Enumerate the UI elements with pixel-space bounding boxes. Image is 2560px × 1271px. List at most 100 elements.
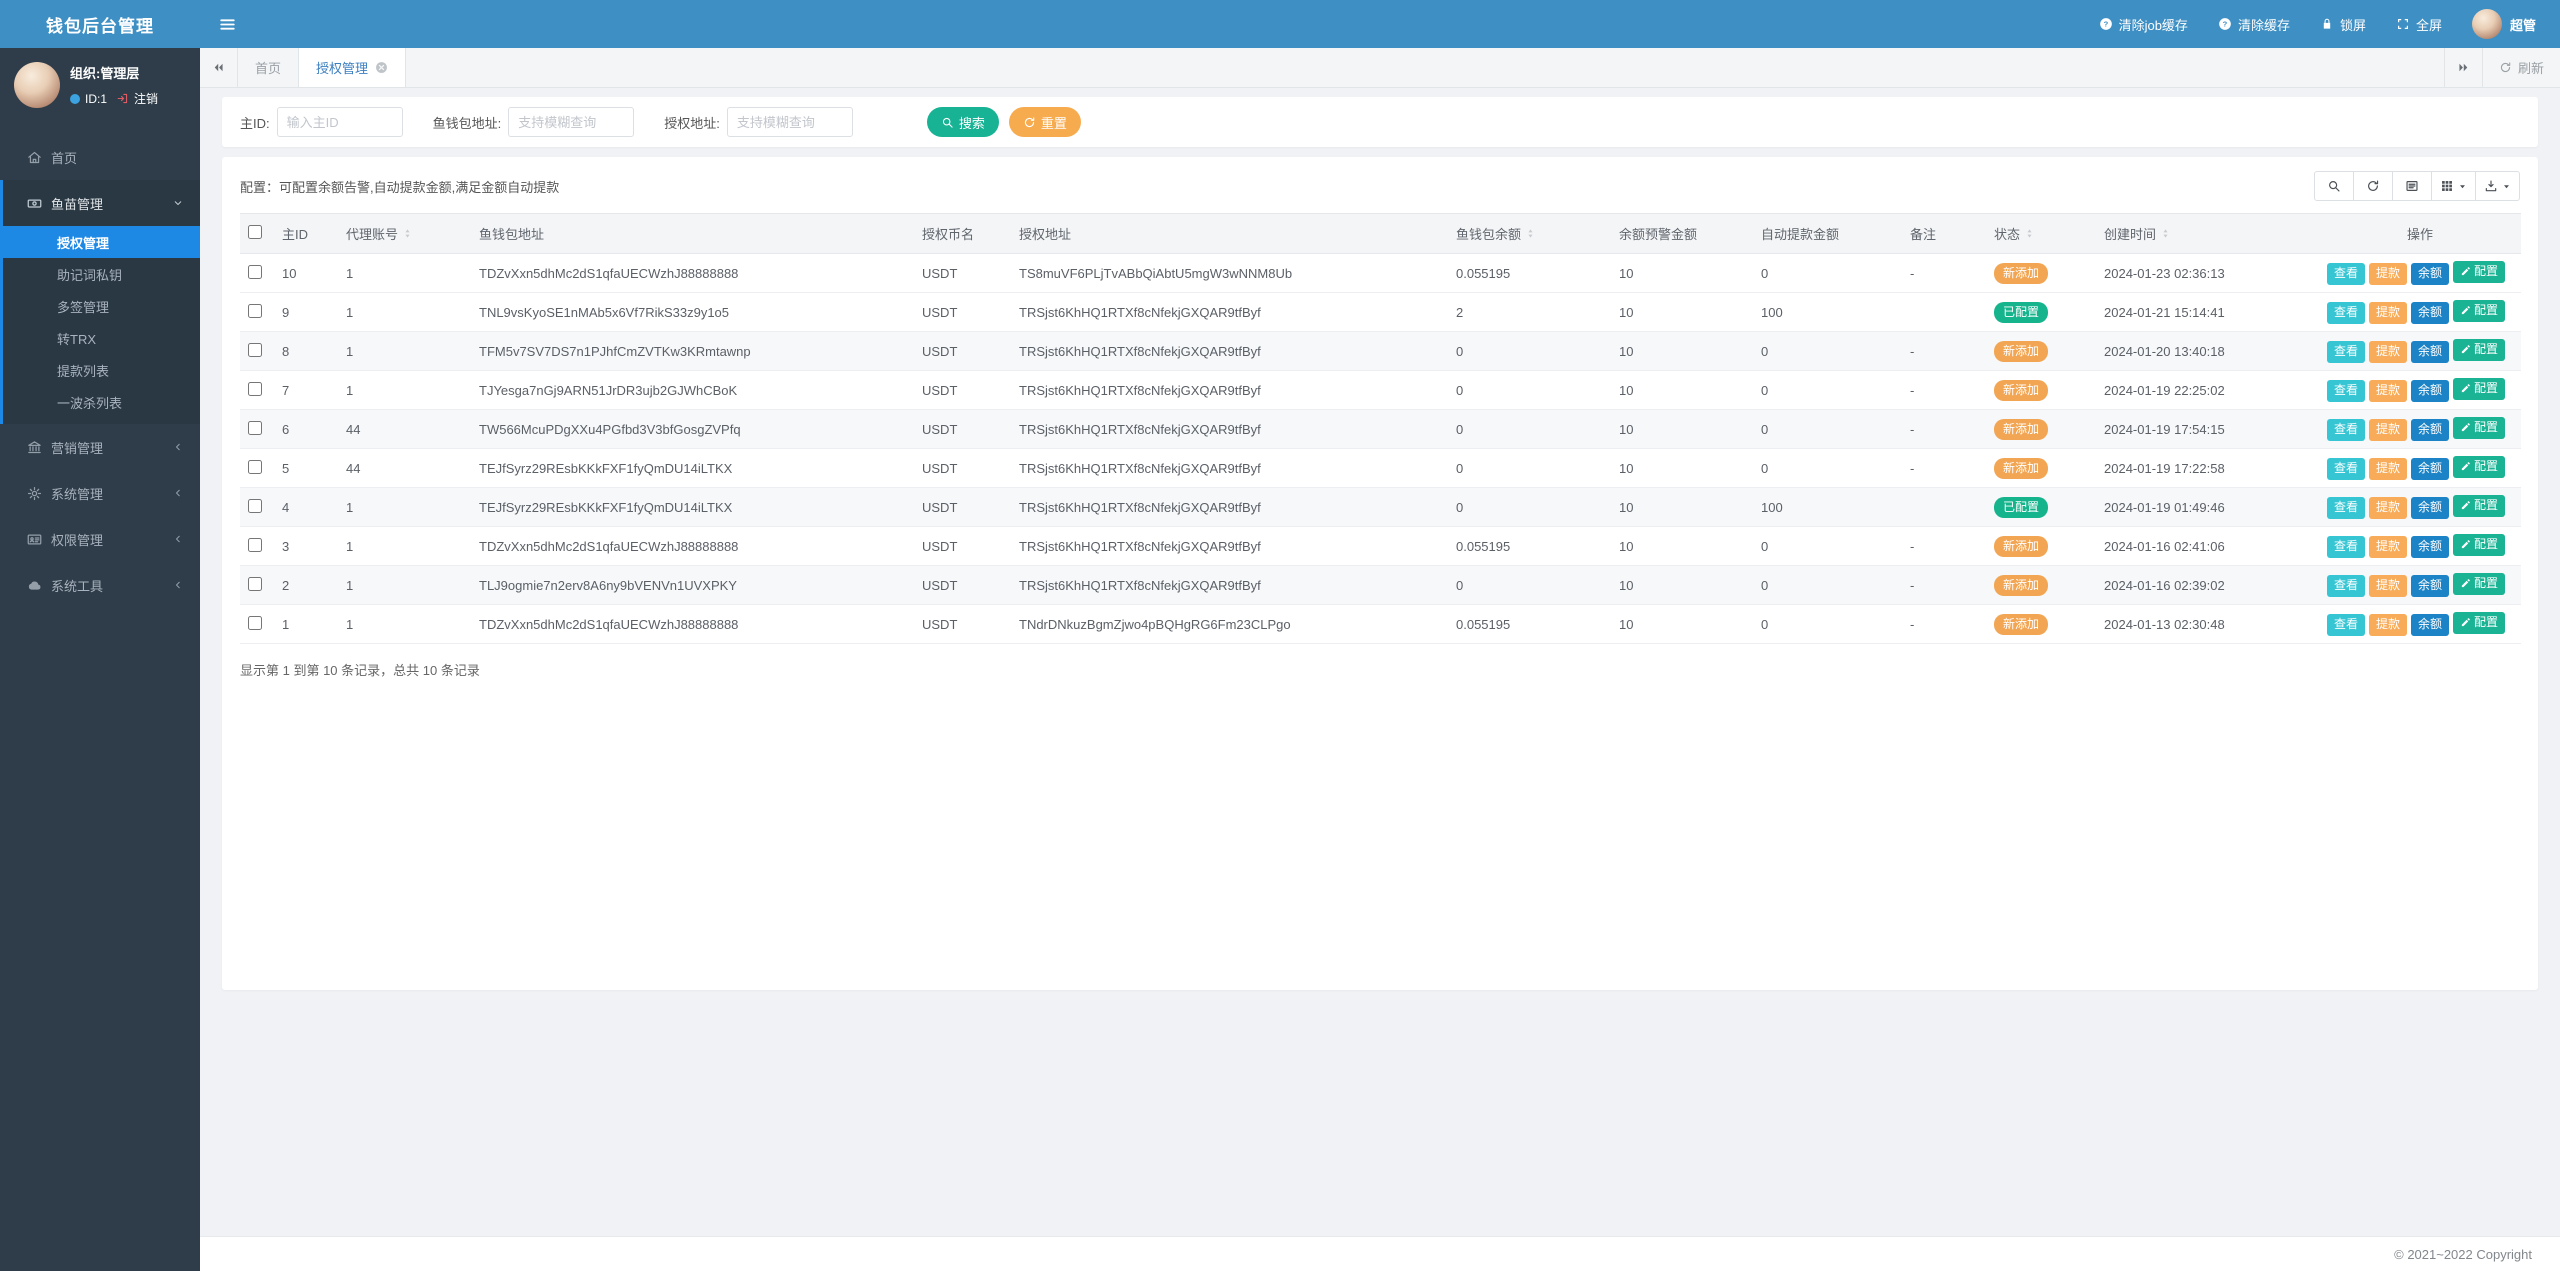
config-button[interactable]: 配置 [2453, 378, 2506, 400]
logout-link[interactable]: 注销 [134, 92, 159, 106]
column-header[interactable]: 鱼钱包余额 [1448, 213, 1611, 254]
config-button[interactable]: 配置 [2453, 534, 2506, 556]
cell-warn-amount: 10 [1611, 370, 1753, 410]
withdraw-button[interactable]: 提款 [2369, 419, 2408, 441]
row-checkbox[interactable] [248, 303, 262, 318]
toolbar-columns-button[interactable] [2431, 171, 2476, 201]
column-header[interactable]: 状态 [1986, 213, 2096, 254]
row-checkbox[interactable] [248, 537, 262, 552]
column-header[interactable]: 代理账号 [338, 213, 471, 254]
toolbar-detail-view-button[interactable] [2392, 171, 2432, 201]
balance-button[interactable]: 余额 [2411, 614, 2450, 636]
sidebar-item-fish-management[interactable]: 鱼苗管理 [3, 180, 200, 226]
sidebar-item-transfer-trx[interactable]: 转TRX [3, 322, 200, 354]
sidebar-item-home[interactable]: 首页 [0, 134, 200, 180]
balance-button[interactable]: 余额 [2411, 536, 2450, 558]
select-all-checkbox[interactable] [248, 225, 262, 239]
columns-icon [2440, 179, 2454, 193]
row-checkbox[interactable] [248, 264, 262, 279]
sidebar-item-label: 权限管理 [51, 532, 104, 548]
view-button[interactable]: 查看 [2327, 419, 2366, 441]
withdraw-button[interactable]: 提款 [2369, 536, 2408, 558]
cell-agent: 1 [338, 565, 471, 605]
view-button[interactable]: 查看 [2327, 458, 2366, 480]
config-button[interactable]: 配置 [2453, 417, 2506, 439]
fish-wallet-address-input[interactable] [508, 107, 635, 137]
sidebar-item-permission-management[interactable]: 权限管理 [0, 516, 200, 562]
cell-auto-amount: 0 [1753, 253, 1902, 293]
column-header[interactable]: 创建时间 [2096, 213, 2319, 254]
balance-button[interactable]: 余额 [2411, 458, 2450, 480]
tab-auth-management[interactable]: 授权管理 [299, 48, 407, 87]
config-button[interactable]: 配置 [2453, 339, 2506, 361]
withdraw-button[interactable]: 提款 [2369, 458, 2408, 480]
reset-button[interactable]: 重置 [1008, 107, 1081, 137]
withdraw-button[interactable]: 提款 [2369, 341, 2408, 363]
table-card: 配置：可配置余额告警,自动提款金额,满足金额自动提款 主I [222, 157, 2538, 990]
balance-button[interactable]: 余额 [2411, 497, 2450, 519]
sidebar-item-one-wave-kill-list[interactable]: 一波杀列表 [3, 386, 200, 418]
view-button[interactable]: 查看 [2327, 497, 2366, 519]
sidebar-item-multisig-management[interactable]: 多签管理 [3, 290, 200, 322]
withdraw-button[interactable]: 提款 [2369, 497, 2408, 519]
withdraw-button[interactable]: 提款 [2369, 614, 2408, 636]
balance-button[interactable]: 余额 [2411, 419, 2450, 441]
user-org: 组织:管理层 [70, 66, 140, 81]
view-button[interactable]: 查看 [2327, 341, 2366, 363]
auth-address-input[interactable] [726, 107, 853, 137]
search-button[interactable]: 搜索 [926, 107, 999, 137]
withdraw-button[interactable]: 提款 [2369, 380, 2408, 402]
tabs-scroll-right-button[interactable] [2443, 48, 2482, 87]
balance-button[interactable]: 余额 [2411, 302, 2450, 324]
view-button[interactable]: 查看 [2327, 302, 2366, 324]
view-button[interactable]: 查看 [2327, 575, 2366, 597]
balance-button[interactable]: 余额 [2411, 341, 2450, 363]
tabs-scroll-left-button[interactable] [200, 48, 238, 87]
row-checkbox[interactable] [248, 498, 262, 513]
withdraw-button[interactable]: 提款 [2369, 263, 2408, 285]
config-button[interactable]: 配置 [2453, 495, 2506, 517]
config-button[interactable]: 配置 [2453, 456, 2506, 478]
main-id-input[interactable] [276, 107, 403, 137]
config-button[interactable]: 配置 [2453, 573, 2506, 595]
sidebar-item-withdraw-list[interactable]: 提款列表 [3, 354, 200, 386]
clear-cache-button[interactable]: ? 清除缓存 [2218, 15, 2290, 34]
lock-screen-button[interactable]: 锁屏 [2320, 15, 2366, 34]
config-button[interactable]: 配置 [2453, 261, 2506, 283]
withdraw-button[interactable]: 提款 [2369, 302, 2408, 324]
sidebar-item-auth-management[interactable]: 授权管理 [3, 226, 200, 258]
tab-home[interactable]: 首页 [238, 48, 300, 87]
column-header-label: 鱼钱包余额 [1456, 227, 1522, 242]
view-button[interactable]: 查看 [2327, 263, 2366, 285]
fullscreen-button[interactable]: 全屏 [2396, 15, 2442, 34]
toolbar-search-button[interactable] [2314, 171, 2354, 201]
balance-button[interactable]: 余额 [2411, 263, 2450, 285]
topbar-user-menu[interactable]: 超管 [2471, 9, 2560, 39]
sidebar-toggle-button[interactable] [200, 0, 255, 48]
balance-button[interactable]: 余额 [2411, 380, 2450, 402]
cell-warn-amount: 10 [1611, 253, 1753, 293]
row-checkbox[interactable] [248, 420, 262, 435]
view-button[interactable]: 查看 [2327, 380, 2366, 402]
tab-refresh-button[interactable]: 刷新 [2481, 48, 2560, 87]
toolbar-export-button[interactable] [2475, 171, 2520, 201]
row-checkbox[interactable] [248, 576, 262, 591]
sidebar-item-system-tools[interactable]: 系统工具 [0, 562, 200, 608]
row-checkbox[interactable] [248, 342, 262, 357]
view-button[interactable]: 查看 [2327, 536, 2366, 558]
clear-job-cache-button[interactable]: ? 清除job缓存 [2099, 15, 2188, 34]
sidebar-item-mnemonic-private-key[interactable]: 助记词私钥 [3, 258, 200, 290]
row-checkbox[interactable] [248, 615, 262, 630]
view-button[interactable]: 查看 [2327, 614, 2366, 636]
config-button[interactable]: 配置 [2453, 612, 2506, 634]
config-button-label: 配置 [2474, 381, 2499, 396]
config-button[interactable]: 配置 [2453, 300, 2506, 322]
balance-button[interactable]: 余额 [2411, 575, 2450, 597]
toolbar-refresh-button[interactable] [2353, 171, 2393, 201]
withdraw-button[interactable]: 提款 [2369, 575, 2408, 597]
row-checkbox[interactable] [248, 459, 262, 474]
sidebar-item-system-management[interactable]: 系统管理 [0, 470, 200, 516]
sidebar-item-marketing-management[interactable]: 营销管理 [0, 424, 200, 470]
sort-icon [2160, 228, 2171, 239]
row-checkbox[interactable] [248, 381, 262, 396]
